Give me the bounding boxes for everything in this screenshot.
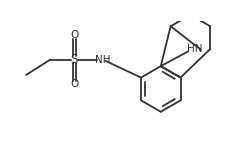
Text: HN: HN xyxy=(187,44,202,54)
Text: S: S xyxy=(71,53,78,66)
Text: NH: NH xyxy=(95,55,110,65)
Text: O: O xyxy=(70,79,79,89)
Text: O: O xyxy=(70,30,79,40)
